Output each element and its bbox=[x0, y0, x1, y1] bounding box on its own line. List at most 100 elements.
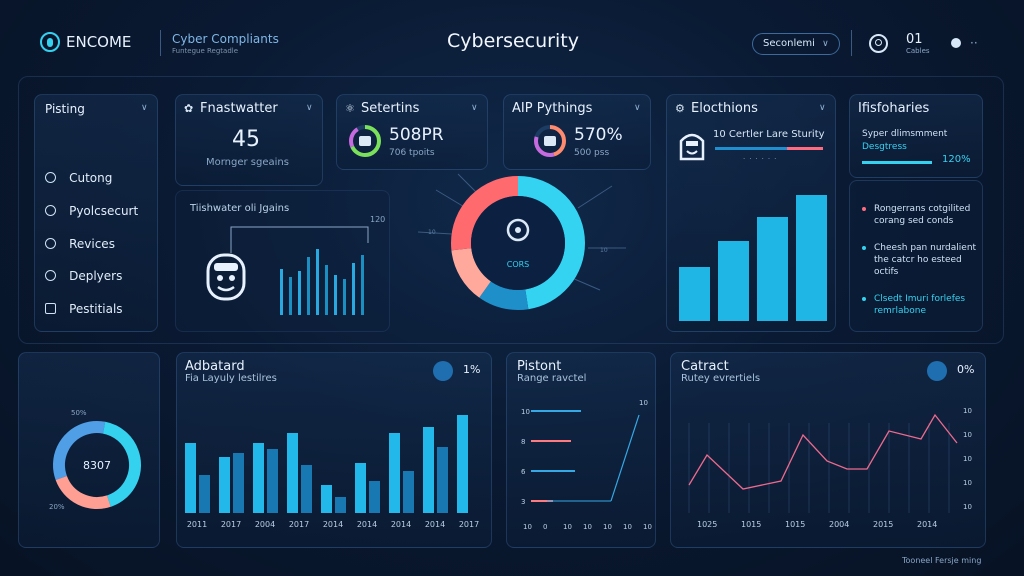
chart-bar bbox=[718, 241, 749, 321]
y-tick-label: 10 bbox=[963, 503, 972, 511]
x-tick-label: 10 bbox=[603, 523, 612, 531]
sidebar-item-label: Revices bbox=[69, 237, 115, 251]
sidebar-item-label: Cutong bbox=[69, 171, 113, 185]
chart-bar bbox=[423, 427, 434, 513]
y-tick-label: 6 bbox=[521, 468, 526, 476]
x-tick-label: 2014 bbox=[917, 520, 937, 529]
y-tick-label: 10 bbox=[963, 455, 972, 463]
list-item: Rongerrans cotgilited corang sed conds bbox=[862, 203, 980, 227]
card-caption: 500 pss bbox=[574, 148, 610, 158]
search-dropdown-label: Seconlemi bbox=[763, 38, 815, 49]
chevron-down-icon[interactable]: ∨ bbox=[471, 103, 478, 113]
counter-label: Cables bbox=[906, 47, 930, 55]
sidebar-item-label: Pestitials bbox=[69, 302, 123, 316]
x-tick-label: 1015 bbox=[785, 520, 805, 529]
ring-card: 50% 8307 20% bbox=[18, 352, 160, 548]
y-tick-label: 3 bbox=[521, 498, 525, 506]
x-tick-label: 2017 bbox=[221, 520, 241, 529]
ring-label-top: 50% bbox=[71, 409, 87, 417]
grid-icon bbox=[45, 303, 56, 314]
card-subtitle: Range ravctel bbox=[517, 373, 587, 384]
footer-text: Tooneel Fersje ming bbox=[902, 556, 982, 565]
x-tick-label: 10 bbox=[623, 523, 632, 531]
chart-bar bbox=[289, 277, 292, 315]
elections-progress-accent bbox=[787, 147, 823, 150]
badge-icon bbox=[433, 361, 453, 381]
card-value: 508PR bbox=[389, 125, 444, 145]
elections-bar-chart bbox=[679, 195, 827, 321]
pistont-chart: 10 8 6 3 10 10 0 10 10 10 10 10 bbox=[521, 399, 652, 531]
x-tick-label: 2014 bbox=[357, 520, 377, 529]
y-tick-label: 8 bbox=[521, 438, 525, 446]
chevron-down-icon[interactable]: ∨ bbox=[306, 103, 313, 113]
y-top-label: 10 bbox=[639, 399, 648, 407]
sidebar-item-cutong[interactable]: Cutong bbox=[45, 167, 153, 185]
hacker-icon bbox=[679, 133, 705, 161]
chart-bar bbox=[334, 275, 337, 315]
x-tick-label: 1025 bbox=[697, 520, 717, 529]
sidebar-item-revices[interactable]: Revices bbox=[45, 233, 153, 251]
chart-bar bbox=[437, 447, 448, 513]
ring-center-value: 8307 bbox=[83, 459, 111, 472]
chart-bar bbox=[796, 195, 827, 321]
user-mask-icon bbox=[202, 249, 250, 305]
card-caption: 706 tpoits bbox=[389, 148, 435, 158]
chart-bar bbox=[316, 249, 319, 315]
sidebar-item-pestitials[interactable]: Pestitials bbox=[45, 298, 153, 316]
bank-icon: ⚙ bbox=[675, 102, 685, 115]
chevron-down-icon[interactable]: ∨ bbox=[634, 103, 641, 113]
puzzle-icon: ✿ bbox=[184, 102, 194, 115]
sidebar-item-deplyers[interactable]: Deplyers bbox=[45, 265, 153, 283]
frustrated-bracket bbox=[230, 226, 369, 253]
chart-bar bbox=[321, 485, 332, 513]
x-tick-label: 2014 bbox=[323, 520, 343, 529]
x-tick-label: 2004 bbox=[829, 520, 849, 529]
chart-bar bbox=[403, 471, 414, 513]
card-title: Ifisfoharies bbox=[858, 101, 930, 116]
catract-line-chart: 1025 1015 1015 2004 2015 2014 10 10 10 10 10 bbox=[688, 407, 972, 529]
card-subtitle: Syper dlimsmment bbox=[862, 129, 948, 139]
settings-icon[interactable] bbox=[951, 38, 961, 48]
card-value: 45 bbox=[232, 127, 260, 152]
user-avatar-icon[interactable] bbox=[869, 34, 888, 53]
apy-card: AIP Pythings ∨ 570% 500 pss bbox=[503, 94, 651, 170]
brand-name: ENCOME bbox=[66, 33, 132, 51]
chart-bar bbox=[355, 463, 366, 513]
infobaries-card: Ifisfoharies Syper dlimsmment Desgtress … bbox=[849, 94, 983, 178]
header-search-dropdown[interactable]: Seconlemi ∨ bbox=[752, 33, 840, 55]
counter-value: 01 bbox=[906, 32, 923, 47]
bullet-icon bbox=[862, 207, 866, 211]
card-title: Adbatard bbox=[185, 359, 245, 374]
chart-bar bbox=[343, 279, 346, 315]
chart-bar bbox=[267, 449, 278, 513]
chart-bar bbox=[389, 433, 400, 513]
sidebar-item-label: Deplyers bbox=[69, 269, 123, 283]
card-title: Setertins bbox=[361, 101, 420, 116]
x-tick-label: 2015 bbox=[873, 520, 893, 529]
header-divider bbox=[160, 30, 161, 56]
selections-ring bbox=[349, 125, 381, 157]
chart-bar bbox=[369, 481, 380, 513]
elections-line: 10 Certler Lare Sturity bbox=[713, 129, 825, 140]
chart-bar bbox=[287, 433, 298, 513]
sidebar-item-pyolcsecurt[interactable]: Pyolcsecurt bbox=[45, 200, 153, 218]
chart-bar bbox=[219, 457, 230, 513]
chevron-down-icon[interactable]: ∨ bbox=[819, 103, 826, 113]
infobaries-list: Rongerrans cotgilited corang sed conds C… bbox=[849, 180, 983, 332]
main-donut-chart: CORS 10 10 bbox=[417, 173, 626, 310]
ring-chart: 8307 bbox=[52, 421, 141, 509]
list-item: Cheesh pan nurdalient the catcr ho estee… bbox=[862, 242, 980, 278]
chevron-down-icon[interactable]: ∨ bbox=[141, 103, 148, 113]
series-line bbox=[688, 413, 958, 490]
y-tick-label: 10 bbox=[963, 479, 972, 487]
apy-ring bbox=[534, 125, 566, 157]
x-tick-label: 2017 bbox=[289, 520, 309, 529]
header-subtitle-small: Funtegue Regtadle bbox=[172, 47, 239, 55]
card-subtitle: Rutey evrertiels bbox=[681, 373, 761, 384]
frustrated-chart-panel: Tiishwater oli Jgains 120 bbox=[175, 190, 390, 332]
chart-bar bbox=[301, 465, 312, 513]
list-item-text: Cheesh pan nurdalient the catcr ho estee… bbox=[874, 243, 977, 277]
chart-bar bbox=[280, 269, 283, 315]
chart-bar bbox=[298, 271, 301, 315]
more-options-icon[interactable]: ·· bbox=[970, 36, 978, 50]
